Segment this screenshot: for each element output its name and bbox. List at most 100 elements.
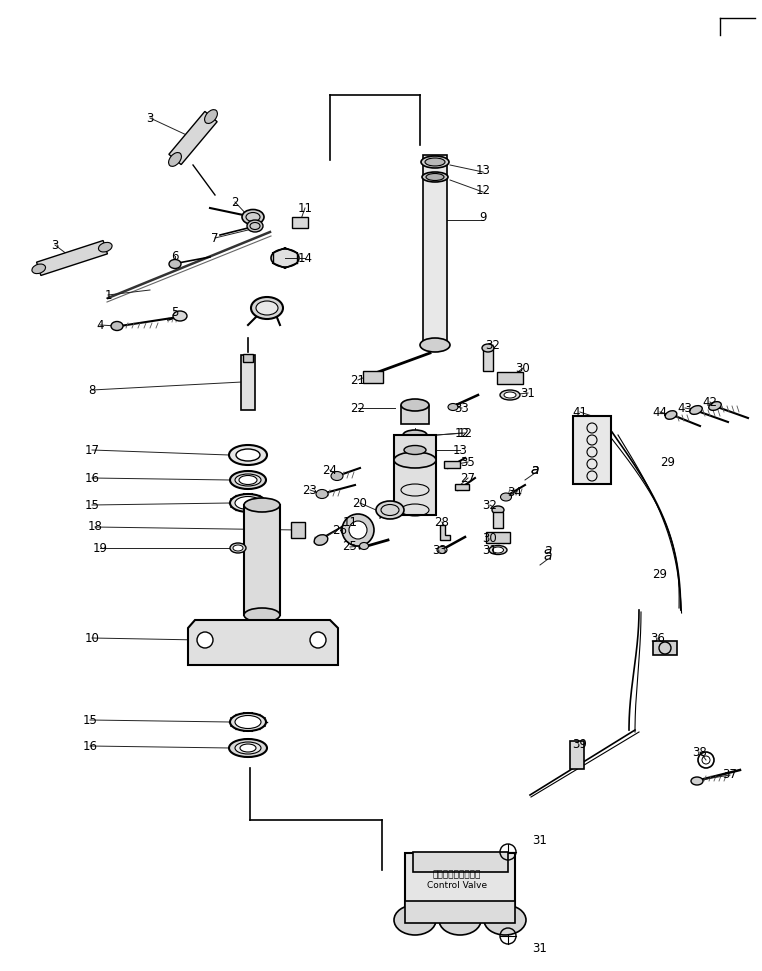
Bar bbox=[244, 505, 280, 615]
Ellipse shape bbox=[448, 404, 458, 411]
Polygon shape bbox=[169, 112, 217, 165]
Ellipse shape bbox=[421, 156, 449, 168]
Ellipse shape bbox=[244, 608, 280, 622]
Text: 44: 44 bbox=[652, 406, 668, 419]
Ellipse shape bbox=[426, 174, 444, 181]
Text: 21: 21 bbox=[351, 374, 366, 386]
Bar bbox=[573, 416, 611, 484]
Text: a: a bbox=[544, 543, 552, 557]
Ellipse shape bbox=[401, 399, 429, 411]
Text: 34: 34 bbox=[507, 486, 523, 498]
Text: 26: 26 bbox=[332, 523, 347, 537]
Text: 29: 29 bbox=[652, 568, 668, 582]
Text: 10: 10 bbox=[85, 631, 99, 645]
Bar bbox=[444, 461, 460, 468]
Text: 4: 4 bbox=[96, 318, 104, 331]
Ellipse shape bbox=[665, 411, 677, 419]
Text: 17: 17 bbox=[85, 444, 100, 456]
Ellipse shape bbox=[229, 445, 267, 465]
Ellipse shape bbox=[233, 545, 243, 551]
Ellipse shape bbox=[394, 905, 436, 935]
Circle shape bbox=[349, 521, 367, 539]
Bar bbox=[455, 484, 469, 490]
Ellipse shape bbox=[98, 243, 112, 252]
Bar bbox=[292, 217, 308, 227]
Text: 33: 33 bbox=[455, 401, 469, 415]
Ellipse shape bbox=[316, 489, 328, 498]
Ellipse shape bbox=[251, 297, 283, 319]
Text: 29: 29 bbox=[661, 455, 675, 468]
Text: 2: 2 bbox=[231, 195, 239, 209]
Text: 31: 31 bbox=[533, 942, 547, 954]
Ellipse shape bbox=[239, 476, 257, 485]
Ellipse shape bbox=[501, 493, 511, 501]
Bar bbox=[423, 155, 447, 345]
Bar bbox=[394, 435, 436, 515]
Ellipse shape bbox=[492, 547, 504, 553]
Ellipse shape bbox=[404, 446, 426, 454]
Bar bbox=[291, 522, 305, 538]
Bar bbox=[363, 371, 383, 383]
Bar bbox=[401, 406, 429, 424]
Bar bbox=[241, 354, 255, 410]
Bar bbox=[497, 372, 523, 384]
Ellipse shape bbox=[422, 172, 448, 182]
Ellipse shape bbox=[111, 321, 123, 330]
Text: 39: 39 bbox=[572, 739, 588, 752]
Ellipse shape bbox=[168, 152, 181, 166]
Text: 31: 31 bbox=[482, 545, 498, 557]
Ellipse shape bbox=[235, 716, 261, 728]
Ellipse shape bbox=[247, 220, 263, 232]
Text: 35: 35 bbox=[460, 455, 475, 468]
Bar bbox=[412, 852, 507, 872]
Ellipse shape bbox=[244, 498, 280, 512]
Text: 27: 27 bbox=[460, 472, 475, 485]
Bar bbox=[570, 741, 584, 769]
Ellipse shape bbox=[240, 744, 256, 752]
Text: 25: 25 bbox=[343, 541, 357, 553]
Ellipse shape bbox=[235, 474, 261, 486]
Ellipse shape bbox=[482, 344, 494, 352]
Ellipse shape bbox=[271, 249, 299, 267]
Bar bbox=[405, 901, 515, 923]
Ellipse shape bbox=[437, 547, 447, 553]
Ellipse shape bbox=[376, 501, 404, 519]
Ellipse shape bbox=[425, 158, 445, 166]
Bar bbox=[483, 349, 493, 371]
Ellipse shape bbox=[230, 543, 246, 553]
Text: 33: 33 bbox=[433, 544, 447, 556]
Text: 16: 16 bbox=[85, 472, 100, 485]
Ellipse shape bbox=[204, 110, 217, 123]
Text: 20: 20 bbox=[353, 496, 367, 510]
Text: 32: 32 bbox=[482, 498, 498, 512]
Bar bbox=[405, 853, 515, 911]
Ellipse shape bbox=[360, 543, 369, 550]
Bar bbox=[493, 512, 503, 528]
Ellipse shape bbox=[504, 392, 516, 398]
Ellipse shape bbox=[489, 546, 507, 554]
Text: 11: 11 bbox=[342, 516, 357, 528]
Text: 31: 31 bbox=[533, 833, 547, 847]
Ellipse shape bbox=[256, 301, 278, 315]
Text: 41: 41 bbox=[572, 406, 588, 419]
Text: 6: 6 bbox=[171, 250, 179, 262]
Text: a: a bbox=[531, 463, 539, 477]
Text: 15: 15 bbox=[82, 714, 98, 726]
Ellipse shape bbox=[229, 739, 267, 757]
Ellipse shape bbox=[403, 430, 427, 440]
Text: 7: 7 bbox=[211, 231, 219, 245]
Text: 24: 24 bbox=[322, 463, 338, 477]
Text: 13: 13 bbox=[453, 444, 467, 456]
Bar bbox=[486, 532, 510, 544]
Text: 32: 32 bbox=[485, 339, 501, 352]
Text: 22: 22 bbox=[351, 401, 366, 415]
Ellipse shape bbox=[484, 905, 526, 935]
Text: 5: 5 bbox=[171, 306, 178, 318]
Circle shape bbox=[342, 514, 374, 546]
Text: 30: 30 bbox=[482, 531, 498, 545]
Ellipse shape bbox=[230, 713, 266, 731]
Ellipse shape bbox=[236, 449, 260, 461]
Text: 19: 19 bbox=[92, 542, 107, 554]
Ellipse shape bbox=[420, 338, 450, 352]
Text: Control Valve: Control Valve bbox=[427, 882, 487, 890]
